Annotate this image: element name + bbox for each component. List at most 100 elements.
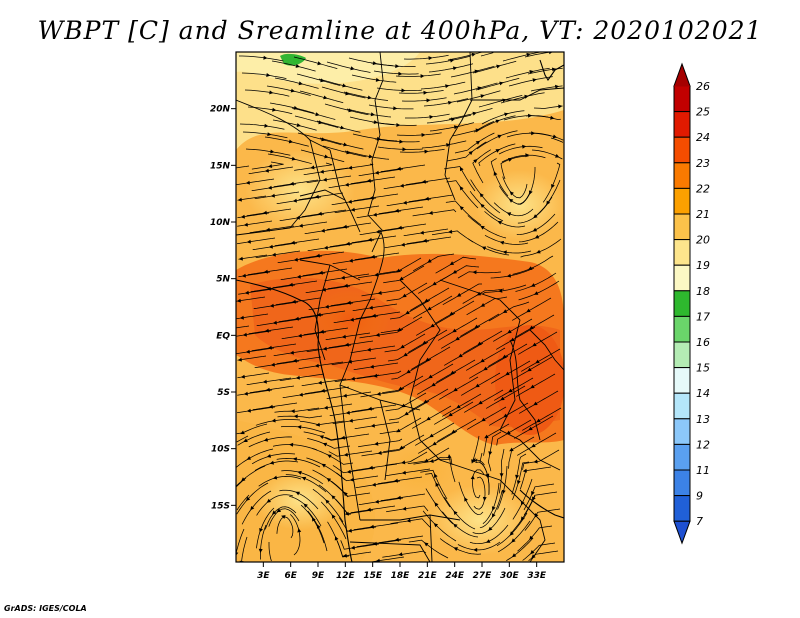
streamline <box>496 419 532 446</box>
streamline <box>412 405 452 429</box>
streamline <box>237 389 273 396</box>
streamline-arrow <box>290 240 295 245</box>
streamline <box>246 208 292 216</box>
streamline-arrow <box>479 193 484 198</box>
streamline-arrow <box>399 276 404 281</box>
streamline-arrow <box>532 496 536 501</box>
streamline <box>291 107 336 120</box>
streamline <box>307 438 351 449</box>
streamline-arrow <box>527 367 532 372</box>
streamline-arrow <box>246 408 251 413</box>
streamline-arrow <box>402 293 407 298</box>
streamline-arrow <box>319 435 324 439</box>
streamline <box>303 327 349 335</box>
streamline-arrow <box>432 441 437 446</box>
streamline <box>280 272 326 280</box>
streamline <box>436 359 476 383</box>
streamline <box>350 345 396 353</box>
streamline-arrow <box>555 84 560 89</box>
streamline <box>334 205 380 213</box>
streamline <box>489 402 529 426</box>
streamline-arrow <box>272 107 277 112</box>
streamline-arrow <box>432 281 437 286</box>
streamline-arrow <box>348 418 353 423</box>
streamline-arrow <box>290 88 296 93</box>
streamline <box>307 243 353 251</box>
streamline <box>527 67 563 75</box>
streamline <box>331 357 377 365</box>
streamline <box>300 504 325 544</box>
streamline <box>384 240 430 248</box>
streamline-arrow <box>396 495 401 500</box>
streamline <box>334 374 380 382</box>
streamline <box>298 361 344 369</box>
streamline-arrow <box>534 513 539 518</box>
streamline-arrow <box>499 81 504 86</box>
colorbar-label: 21 <box>696 208 710 221</box>
streamline <box>299 90 344 104</box>
streamline <box>381 223 427 231</box>
lat-tick-label: EQ <box>216 331 230 341</box>
colorbar-label: 7 <box>696 515 703 528</box>
streamline-arrow <box>480 94 485 99</box>
streamline <box>324 273 370 281</box>
streamline-arrow <box>331 514 336 519</box>
colorbar-label: 19 <box>696 259 710 272</box>
streamline-arrow <box>509 531 514 536</box>
streamline <box>383 181 429 189</box>
streamline <box>523 491 558 516</box>
streamline <box>470 179 501 214</box>
streamline-arrow <box>375 332 380 337</box>
streamline-arrow <box>536 249 541 254</box>
streamline-arrow <box>536 418 541 423</box>
streamline <box>415 422 455 446</box>
streamline-arrow <box>401 460 406 465</box>
streamline <box>524 52 551 58</box>
lon-tick-label: 27E <box>473 571 493 581</box>
streamline <box>512 255 554 275</box>
streamline-arrow <box>397 225 402 230</box>
streamline <box>301 209 347 217</box>
streamline-arrow <box>294 316 299 321</box>
streamline-arrow <box>480 303 486 307</box>
streamline-arrow <box>370 254 375 259</box>
streamline <box>331 480 371 497</box>
streamline <box>385 468 431 476</box>
streamline-arrow <box>371 313 376 318</box>
colorbar-label: 9 <box>696 490 703 503</box>
streamline-arrow <box>456 404 461 409</box>
streamline-arrow <box>529 535 534 540</box>
streamline-arrow <box>446 143 451 147</box>
streamline-arrow <box>245 180 250 185</box>
streamline <box>268 542 272 562</box>
streamline <box>239 55 284 62</box>
streamline <box>518 280 560 301</box>
streamline <box>338 517 377 532</box>
streamline <box>239 123 285 130</box>
streamline <box>434 401 474 425</box>
streamline <box>307 403 353 411</box>
streamline <box>279 373 325 381</box>
streamline-arrow <box>400 242 405 247</box>
streamline <box>467 406 507 430</box>
streamline-arrow <box>322 346 327 351</box>
colorbar-label: 23 <box>696 157 710 170</box>
lat-tick-label: 5N <box>216 275 230 285</box>
streamline <box>437 418 477 442</box>
streamline <box>405 113 450 119</box>
streamline <box>354 421 400 429</box>
streamline <box>377 146 423 150</box>
streamline-arrow <box>291 156 296 161</box>
streamline-arrow <box>347 359 352 364</box>
streamline-arrow <box>270 193 275 198</box>
streamline <box>299 420 345 426</box>
streamline <box>336 472 379 482</box>
streamline <box>517 432 557 456</box>
streamline <box>236 435 249 443</box>
streamline <box>472 435 485 466</box>
streamline <box>272 119 317 131</box>
streamline <box>378 535 424 543</box>
streamline <box>413 295 453 319</box>
streamline <box>247 106 293 115</box>
colorbar-segment <box>673 418 691 445</box>
